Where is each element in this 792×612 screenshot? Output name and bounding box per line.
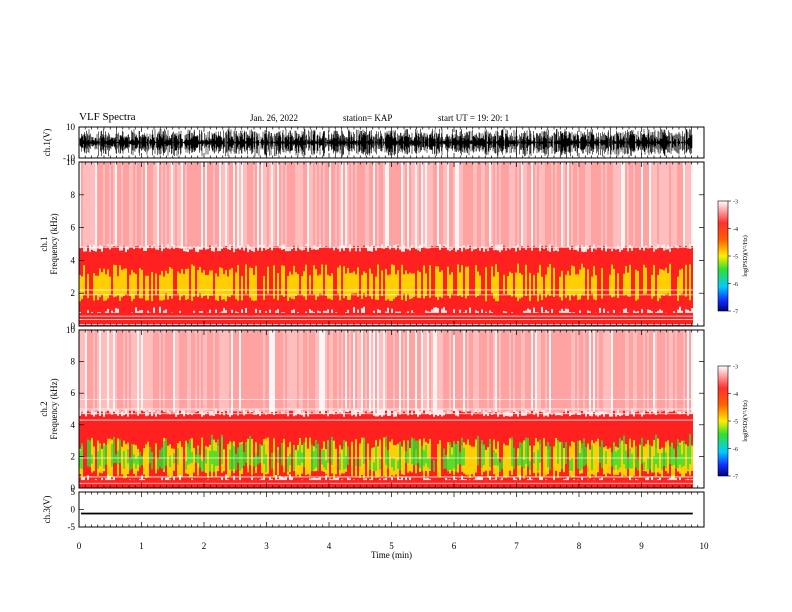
y-tick-label: 8 <box>71 357 76 367</box>
time-axis: 0 1 2 3 4 5 6 7 8 9 10 Time (min) <box>77 541 709 560</box>
panel-frame <box>78 491 705 528</box>
colorbar-label: log(PSD)(V²/Hz) <box>742 235 749 276</box>
ch3-y-axis-label: ch.3(V) <box>42 496 52 524</box>
y-tick-label: 2 <box>71 288 76 298</box>
y-tick-label: 2 <box>71 451 76 461</box>
y-tick-label: 0 <box>71 321 76 331</box>
y-axis-label-frequency: Frequency (kHz) <box>49 213 59 274</box>
x-tick-label: 5 <box>389 541 394 551</box>
y-tick-label: 0 <box>71 483 76 493</box>
colorbar-tick-label: -4 <box>733 227 738 233</box>
y-tick-label: 0 <box>71 505 76 515</box>
colorbar-tick-label: -6 <box>733 282 738 288</box>
x-tick-label: 4 <box>327 541 332 551</box>
y-tick-label: 5 <box>71 487 76 497</box>
x-tick-label: 1 <box>139 541 144 551</box>
y-tick-label: 6 <box>71 388 76 398</box>
x-tick-label: 3 <box>264 541 269 551</box>
x-tick-label: 0 <box>77 541 82 551</box>
ch1-y-axis-label: ch.1(V) <box>42 129 52 157</box>
colorbar-tick-label: -7 <box>733 310 738 316</box>
x-tick-label: 8 <box>577 541 582 551</box>
y-tick-label: -10 <box>63 153 75 163</box>
colorbar-tick-label: -5 <box>733 255 738 261</box>
x-tick-label: 9 <box>639 541 644 551</box>
station-label: station= KAP <box>343 113 393 123</box>
y-axis-label-channel: ch.1 <box>39 236 49 251</box>
y-tick-label: 10 <box>66 157 76 167</box>
x-axis-label: Time (min) <box>371 550 412 560</box>
ch1-spectrogram-panel: 0 2 4 6 8 10 ch.1 Frequency (kHz) <box>39 157 705 331</box>
colorbar-label: log(PSD)(V²/Hz) <box>742 400 749 441</box>
spectrogram-image <box>79 330 693 488</box>
ch3-waveform-trace <box>81 512 693 515</box>
y-tick-label: 10 <box>66 122 76 132</box>
ch3-waveform-panel: 5 0 -5 ch.3(V) <box>42 487 705 532</box>
y-tick-label: 4 <box>71 420 76 430</box>
ch2-colorbar: -3 -4 -5 -6 -7 log(PSD)(V²/Hz) <box>717 365 749 481</box>
colorbar-tick-label: -5 <box>733 420 738 426</box>
x-tick-label: 2 <box>202 541 207 551</box>
y-tick-label: 8 <box>71 190 76 200</box>
colorbar-tick-label: -3 <box>733 365 738 371</box>
colorbar-tick-label: -6 <box>733 447 738 453</box>
ch2-spectrogram-panel: 0 2 4 6 8 10 ch.2 Frequency (kHz) <box>39 325 705 493</box>
x-tick-label: 10 <box>700 541 710 551</box>
y-tick-label: 6 <box>71 223 76 233</box>
figure-title: VLF Spectra <box>79 111 136 123</box>
y-tick-label: 10 <box>66 325 76 335</box>
y-axis-label-frequency: Frequency (kHz) <box>49 378 59 439</box>
y-tick-label: -5 <box>68 522 76 532</box>
colorbar-gradient <box>717 200 729 312</box>
y-tick-label: 4 <box>71 255 76 265</box>
y-axis-label-channel: ch.2 <box>39 401 49 416</box>
ch1-colorbar: -3 -4 -5 -6 -7 log(PSD)(V²/Hz) <box>717 200 749 316</box>
start-time-label: start UT = 19: 20: 1 <box>438 113 510 123</box>
ch1-waveform-panel: 10 -10 ch.1(V) <box>42 122 705 163</box>
colorbar-tick-label: -4 <box>733 392 738 398</box>
colorbar-tick-label: -3 <box>733 200 738 206</box>
x-tick-label: 6 <box>452 541 457 551</box>
date-label: Jan. 26, 2022 <box>250 113 298 123</box>
x-tick-label: 7 <box>514 541 519 551</box>
spectrogram-image <box>79 162 693 326</box>
colorbar-gradient <box>717 365 729 477</box>
ch1-waveform-trace <box>79 128 693 157</box>
colorbar-tick-label: -7 <box>733 475 738 481</box>
